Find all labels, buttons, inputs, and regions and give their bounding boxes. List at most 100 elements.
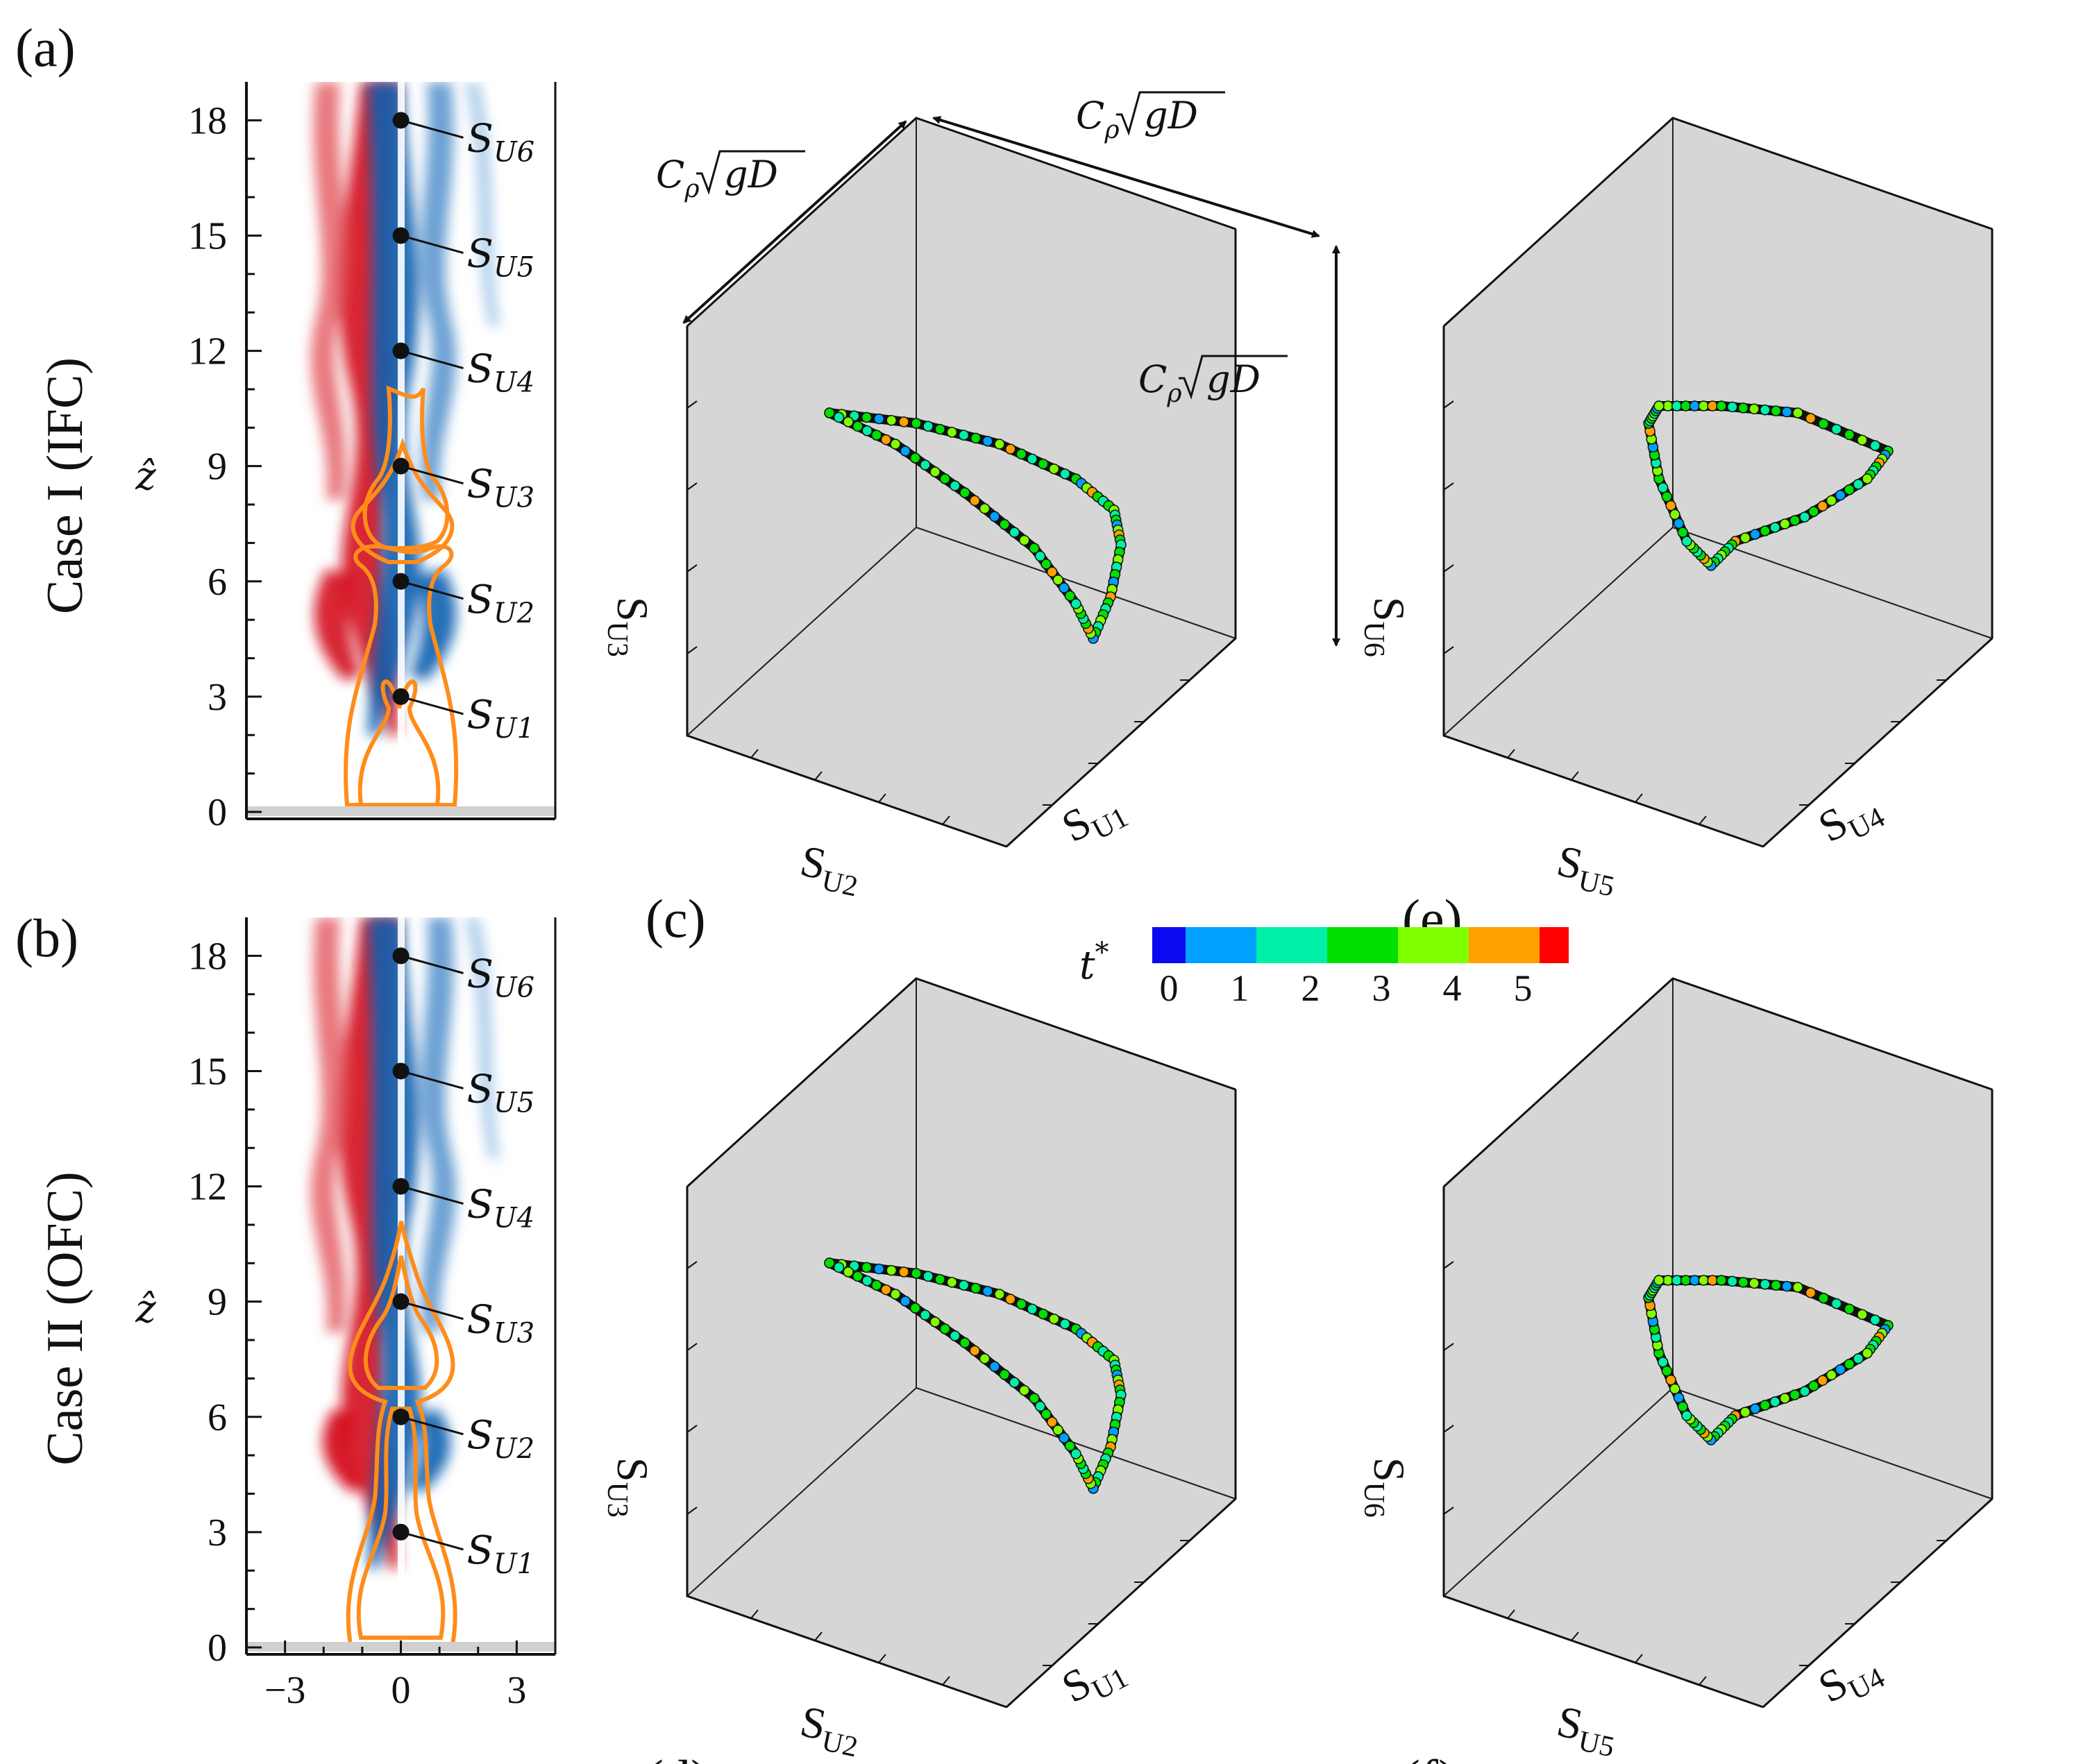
trajectory-point [1817,500,1828,512]
box-tick [686,1261,698,1269]
trajectory-point [1769,522,1780,533]
trajectory-point [1662,400,1674,412]
box-tick [686,400,698,409]
trajectory-point [1653,1275,1665,1286]
y-tick-label: 0 [208,1627,227,1670]
trajectory-point [1038,1308,1049,1320]
trajectory-point [886,1264,897,1276]
box-tick [1443,1261,1454,1269]
trajectory-point [873,1263,885,1275]
box-tick [686,1507,698,1515]
box-edge [1762,637,1994,848]
box-tick [686,1343,698,1351]
trajectory-point [1818,418,1829,430]
trajectory-point [1009,527,1020,538]
trajectory-point [1789,515,1801,526]
scale-label-gd: gD [1206,357,1261,401]
trajectory-point [1707,400,1718,412]
trajectory-point [922,1271,934,1282]
trajectory-point [833,412,845,423]
box-tick [1507,749,1515,758]
trajectory-point [946,1277,958,1288]
trajectory-point [989,511,1000,523]
scale-label-gd: gD [1144,94,1198,137]
trajectory-point [959,487,970,498]
trajectory-point [1665,500,1676,511]
trajectory-point [861,425,873,436]
trajectory-point [1749,529,1761,540]
colorbar-tick-label: 1 [1231,967,1249,1009]
box-edge [916,977,1236,1091]
box-tick [1571,1631,1579,1641]
axis-subscript: U4 [1844,1662,1890,1707]
trajectory-point [909,1303,921,1314]
sensor-leader-line [401,350,464,370]
trajectory-point [1698,1275,1710,1286]
trajectory-point [1004,443,1016,455]
y-tick-label: 15 [188,214,227,257]
trajectory-point [979,503,991,514]
sensor-subscript: U4 [494,1203,534,1235]
box-tick [1443,1507,1454,1515]
sensor-dot-u5 [392,227,410,244]
trajectory-point [1737,402,1749,414]
colorbar-label-star: * [1095,937,1109,969]
trajectory-point [969,495,981,507]
sensor-leader-line [401,954,464,974]
y-tick-label: 0 [208,791,227,834]
box-edge [1442,977,1674,1188]
sensor-dot-u2 [392,573,410,590]
sensor-dot-u4 [392,342,410,359]
field-b [245,917,557,1656]
ylabel-a: ẑ [135,454,156,499]
x-tick-label: −3 [264,1669,306,1712]
panel-label-a: (a) [15,17,76,78]
y-tick-label: 18 [188,99,227,142]
sensor-subscript: U6 [494,136,534,168]
axis-subscript: U1 [1087,1662,1134,1707]
y-tick-label: 6 [208,561,227,604]
sensor-leader-line [401,1531,464,1551]
box-tick [814,771,823,781]
trajectory-point [1657,482,1669,493]
trajectory-point [1059,582,1070,593]
trajectory-point [1018,534,1030,546]
scale-label-depth: Cρ gD [656,150,805,203]
trajectory-point [939,1323,951,1334]
trajectory-point [1052,574,1064,586]
axis-subscript: U1 [1087,802,1134,847]
trajectory-point [1669,509,1680,520]
trajectory-point [1739,1407,1751,1418]
trajectory-point [1661,491,1673,502]
trajectory-point [1027,453,1038,465]
trajectory-point [1689,1275,1701,1286]
trajectory-point [929,1316,941,1328]
box-tick [878,1654,886,1663]
trajectory-point [861,412,873,423]
box-tick [878,793,886,803]
axis-subscript: U6 [1358,622,1390,657]
box-edge [1672,977,1993,1091]
y-tick-label: 9 [208,1281,227,1324]
box-tick [1443,400,1454,409]
sensor-leader-line [401,1300,464,1321]
trajectory-point [994,439,1005,450]
box-tick [942,815,950,825]
box-tick [1571,771,1579,781]
trajectory-point [890,1289,901,1300]
trajectory-point [898,416,909,427]
trajectory-point [1064,590,1076,602]
sensor-dot-u6 [392,947,410,965]
trajectory-point [1792,407,1803,418]
sensor-label-u5: SU5 [467,1067,535,1119]
trajectory-point [1048,1313,1060,1325]
trajectory-point [1760,525,1771,536]
box-tick [686,482,698,491]
trajectory-point [1749,1403,1761,1414]
case-label-a: Case I (IFC) [37,357,94,614]
axis-label-z: SU6 [1358,1457,1414,1518]
box-tick [1443,1425,1454,1433]
trajectory-point [934,423,946,435]
